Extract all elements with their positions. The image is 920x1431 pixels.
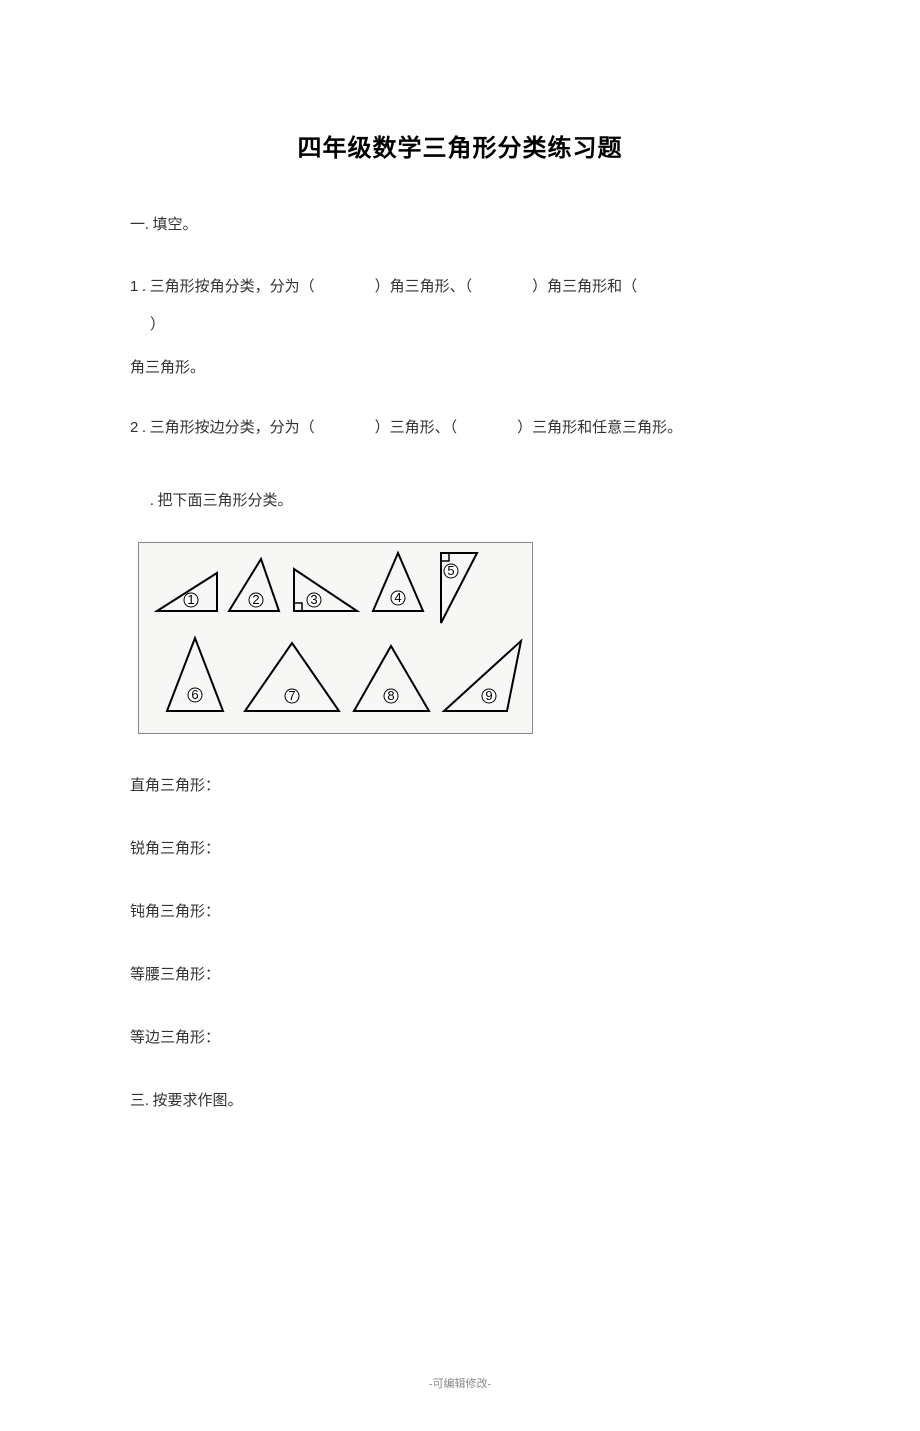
num-9: 9 (485, 688, 492, 703)
num-2: 2 (252, 592, 259, 607)
num-1: 1 (187, 592, 194, 607)
section-1-heading: 一. 填空。 (130, 213, 790, 234)
num-5: 5 (447, 563, 454, 578)
num-4: 4 (394, 590, 401, 605)
page-title: 四年级数学三角形分类练习题 (0, 128, 920, 163)
content-area: 一. 填空。 1 . 三角形按角分类，分为（ ）角三角形、（ ）角三角形和（ ）… (0, 213, 920, 1110)
answer-obtuse-triangle: 钝角三角形： (130, 900, 790, 921)
num-7: 7 (288, 688, 295, 703)
num-8: 8 (387, 688, 394, 703)
question-2: 2 . 三角形按边分类，分为（ ）三角形、（ ）三角形和任意三角形。 (130, 415, 790, 442)
num-6: 6 (191, 687, 198, 702)
answer-acute-triangle: 锐角三角形： (130, 837, 790, 858)
answer-equilateral-triangle: 等边三角形： (130, 1026, 790, 1047)
q1-continuation-paren: ） (130, 313, 790, 334)
question-1: 1 . 三角形按角分类，分为（ ）角三角形、（ ）角三角形和（ (130, 274, 790, 301)
q2-text: . 三角形按边分类，分为（ ）三角形、（ ）三角形和任意三角形。 (138, 420, 682, 436)
triangles-svg: 1 2 3 4 5 (139, 543, 532, 733)
triangle-diagram: 1 2 3 4 5 (138, 542, 533, 734)
section-3-heading: 三. 按要求作图。 (130, 1089, 790, 1110)
q1-text: . 三角形按角分类，分为（ ）角三角形、（ ）角三角形和（ (138, 279, 637, 295)
page-footer: -可编辑修改- (0, 1375, 920, 1391)
section-2-heading: . 把下面三角形分类。 (130, 489, 790, 510)
answer-right-triangle: 直角三角形： (130, 774, 790, 795)
num-3: 3 (310, 592, 317, 607)
q1-continuation-text: 角三角形。 (130, 356, 790, 377)
answer-isosceles-triangle: 等腰三角形： (130, 963, 790, 984)
